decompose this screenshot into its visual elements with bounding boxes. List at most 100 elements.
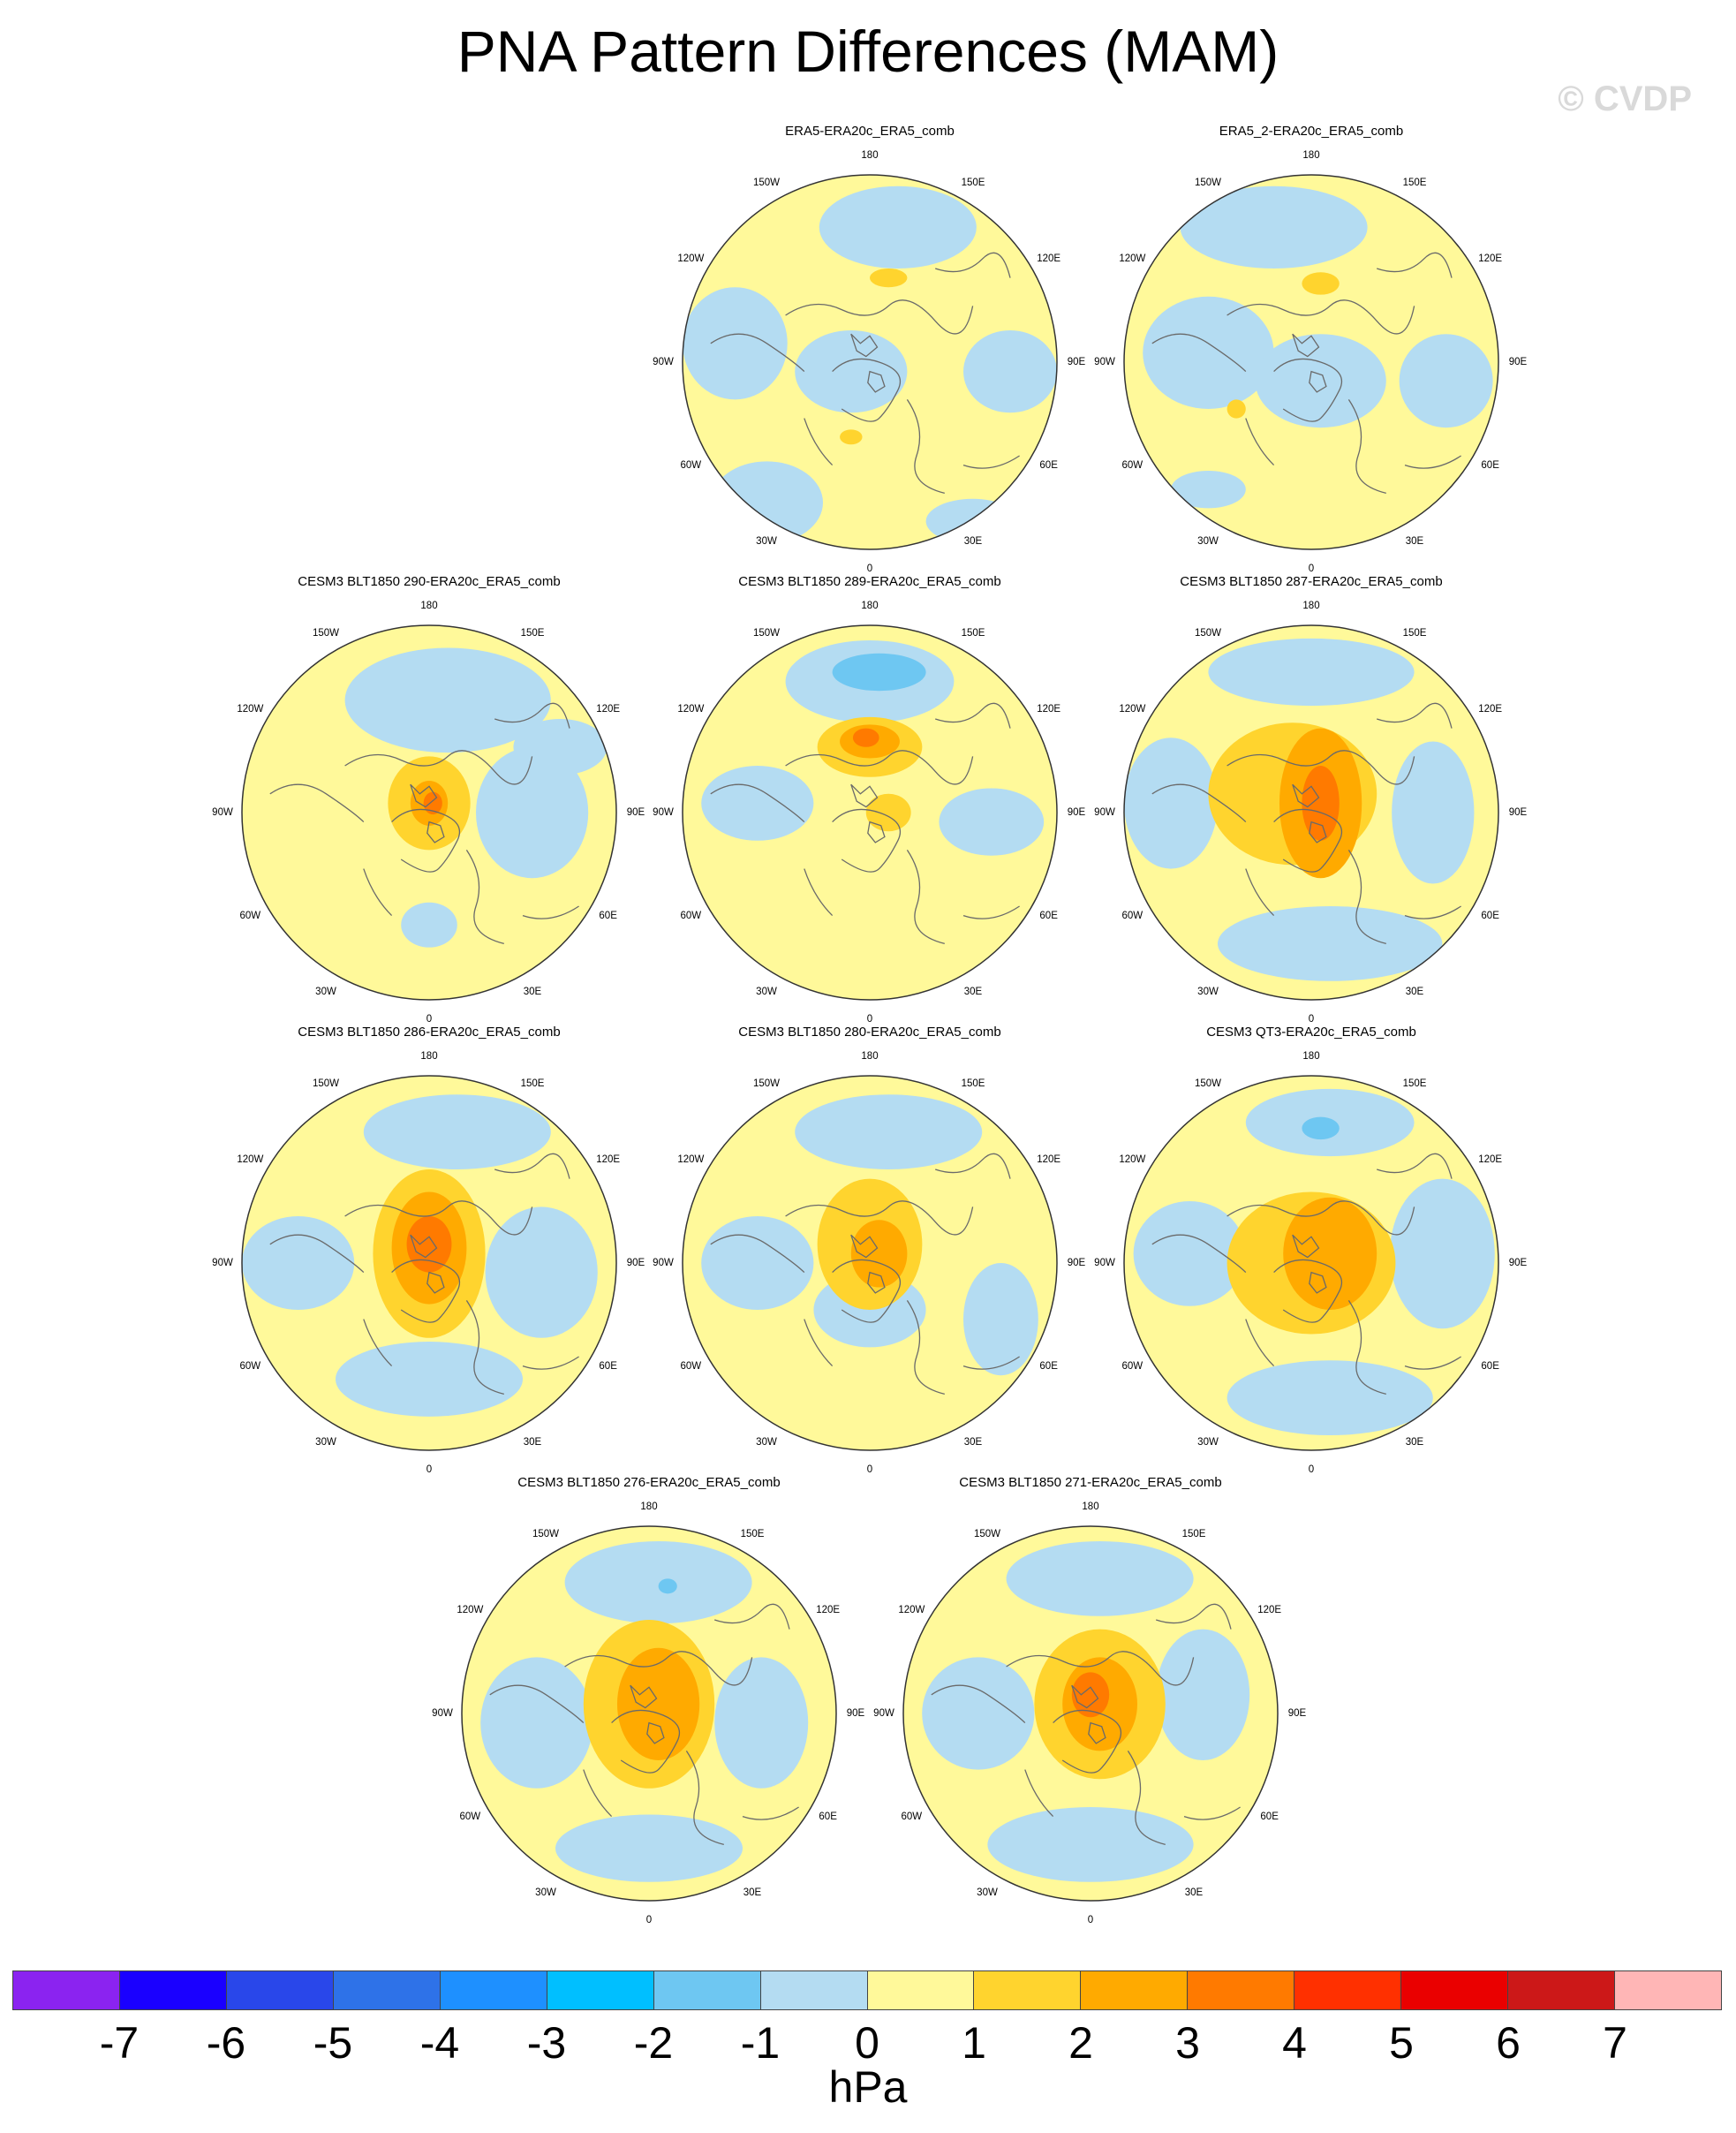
- field-neg-contour: [1255, 334, 1386, 428]
- field-neg-contour: [701, 1216, 814, 1310]
- longitude-label: 180: [861, 1051, 879, 1062]
- longitude-label: 120W: [1119, 253, 1146, 264]
- coastline: [1227, 750, 1415, 785]
- colorbar: [12, 1970, 1722, 2010]
- field-neg-contour: [336, 1342, 523, 1417]
- longitude-label: 60W: [1121, 460, 1143, 471]
- longitude-label: 120E: [1037, 704, 1061, 715]
- longitude-label: 150E: [961, 1078, 985, 1090]
- polar-map: [241, 624, 617, 1001]
- longitude-label: 0: [1308, 564, 1315, 574]
- longitude-label: 30W: [315, 986, 336, 997]
- panel-title: ERA5-ERA20c_ERA5_comb: [785, 124, 955, 139]
- coastline: [1151, 333, 1247, 373]
- coastline: [850, 783, 879, 808]
- longitude-label: 120W: [237, 704, 264, 715]
- longitude-label: 150E: [520, 628, 545, 639]
- coastline: [934, 252, 1011, 278]
- coastline: [1376, 252, 1453, 278]
- colorbar-swatch: [1294, 1971, 1402, 2009]
- longitude-label: 0: [866, 564, 873, 574]
- longitude-label: 90E: [1508, 1258, 1528, 1268]
- field-neg-contour: [1156, 1629, 1250, 1760]
- longitude-label: 30W: [977, 1887, 998, 1898]
- colorbar-tick-label: 4: [1282, 2018, 1307, 2068]
- map-border: [682, 624, 1058, 1001]
- panel-title: CESM3 BLT1850 290-ERA20c_ERA5_comb: [298, 574, 561, 589]
- field-pos1-contour: [840, 429, 863, 445]
- colorbar-swatch: [119, 1971, 227, 2009]
- field-neg-contour: [963, 1263, 1038, 1376]
- longitude-label: 180: [1302, 601, 1320, 611]
- longitude-label: 90E: [1067, 807, 1086, 818]
- coastline: [269, 1234, 365, 1274]
- field-neg-contour: [710, 461, 823, 544]
- field-neg-contour: [795, 1094, 983, 1169]
- field-neg-contour: [1392, 741, 1475, 884]
- longitude-label: 30W: [535, 1887, 556, 1898]
- field-neg-contour: [922, 1657, 1035, 1770]
- longitude-label: 120W: [898, 1605, 925, 1615]
- colorbar-swatch: [1081, 1971, 1189, 2009]
- polar-map: [241, 1075, 617, 1451]
- coastline: [363, 1319, 393, 1367]
- longitude-label: 30E: [523, 986, 542, 997]
- coastline: [1053, 1709, 1122, 1774]
- coastline: [583, 1769, 613, 1818]
- longitude-label: 120E: [596, 1154, 621, 1165]
- field-neg-contour: [1171, 470, 1246, 509]
- coastline: [1006, 1651, 1195, 1686]
- coastline: [1309, 821, 1327, 843]
- longitude-label: 30W: [756, 986, 777, 997]
- coastline: [850, 333, 879, 358]
- polar-map: [1123, 624, 1499, 1001]
- coastline: [269, 783, 365, 823]
- polar-map: [461, 1525, 837, 1902]
- coastline: [962, 905, 1020, 919]
- coastline: [1347, 399, 1386, 495]
- field-neg-contour: [485, 1206, 598, 1338]
- field-neg-contour: [683, 287, 788, 400]
- longitude-label: 150E: [1402, 1078, 1427, 1090]
- coastline: [1347, 1300, 1386, 1396]
- polar-map: [682, 624, 1058, 1001]
- longitude-label: 30W: [1197, 986, 1219, 997]
- map-border: [461, 1525, 837, 1902]
- longitude-label: 150W: [1194, 1078, 1222, 1090]
- longitude-label: 120W: [1119, 1154, 1146, 1165]
- map-border: [902, 1525, 1279, 1902]
- coastline: [962, 455, 1020, 469]
- longitude-label: 90W: [653, 1258, 674, 1268]
- longitude-label: 120E: [1037, 253, 1061, 264]
- coastline: [1088, 1721, 1106, 1744]
- colorbar-tick-label: 5: [1389, 2018, 1414, 2068]
- panel-title: CESM3 BLT1850 276-ERA20c_ERA5_comb: [517, 1475, 781, 1490]
- longitude-label: 150E: [1402, 628, 1427, 639]
- colorbar-swatch: [1188, 1971, 1295, 2009]
- longitude-label: 30E: [1405, 986, 1424, 997]
- longitude-label: 120W: [237, 1154, 264, 1165]
- watermark: © CVDP: [1558, 79, 1692, 118]
- longitude-label: 30E: [963, 535, 983, 547]
- longitude-label: 180: [420, 1051, 438, 1062]
- longitude-label: 150W: [312, 1078, 340, 1090]
- longitude-label: 120E: [1478, 1154, 1503, 1165]
- panel-title: CESM3 BLT1850 280-ERA20c_ERA5_comb: [738, 1025, 1001, 1040]
- figure-title: PNA Pattern Differences (MAM): [457, 19, 1279, 84]
- colorbar-tick-label: 2: [1068, 2018, 1093, 2068]
- field-pos1-contour: [1302, 272, 1340, 295]
- colorbar-swatch: [1401, 1971, 1509, 2009]
- coastline: [1127, 1751, 1166, 1846]
- coastline: [832, 358, 902, 422]
- coastline: [1245, 418, 1275, 466]
- longitude-label: 90E: [626, 807, 645, 818]
- coastline: [1273, 808, 1343, 873]
- longitude-label: 30E: [1405, 535, 1424, 547]
- coastline: [713, 1603, 790, 1630]
- polar-map: [682, 174, 1058, 550]
- coastline: [832, 808, 902, 873]
- longitude-label: 120E: [596, 704, 621, 715]
- longitude-label: 60E: [1039, 1361, 1058, 1372]
- field-neg-contour: [701, 766, 814, 841]
- longitude-label: 120E: [1478, 704, 1503, 715]
